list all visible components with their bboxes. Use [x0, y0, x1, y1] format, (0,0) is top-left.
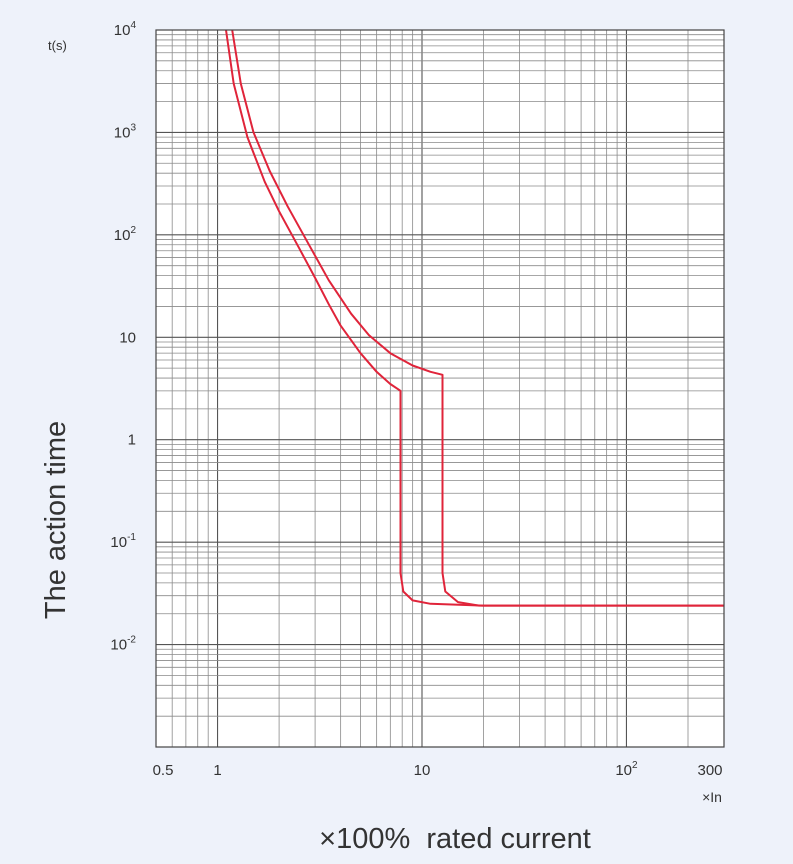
series-line-1: [225, 29, 724, 607]
x-unit-label: ×In: [702, 789, 722, 805]
y-tick-label: 10: [119, 329, 136, 346]
x-tick-label: 10: [414, 762, 431, 779]
x-axis-title: ×100% rated current: [319, 823, 591, 855]
y-tick-label: 1: [128, 432, 136, 449]
x-tick-label: 102: [615, 760, 638, 779]
y-unit-label: t(s): [48, 38, 67, 53]
x-tick-label: 1: [213, 762, 221, 779]
grid: [155, 29, 725, 748]
series-line-2: [231, 29, 724, 607]
y-tick-label: 10-1: [110, 532, 136, 551]
plot-area: [156, 30, 724, 747]
curves: [225, 29, 724, 607]
y-axis-title: The action time: [40, 421, 72, 619]
y-tick-label: 103: [114, 122, 137, 141]
y-tick-label: 102: [114, 225, 137, 244]
plot-frame: [155, 29, 725, 748]
x-tick-labels: 0.5 1 10 102 300: [153, 760, 723, 779]
y-tick-label: 10-2: [110, 635, 136, 654]
y-tick-label: 104: [114, 20, 137, 39]
x-tick-label: 0.5: [153, 762, 174, 779]
x-tick-label: 300: [697, 762, 722, 779]
